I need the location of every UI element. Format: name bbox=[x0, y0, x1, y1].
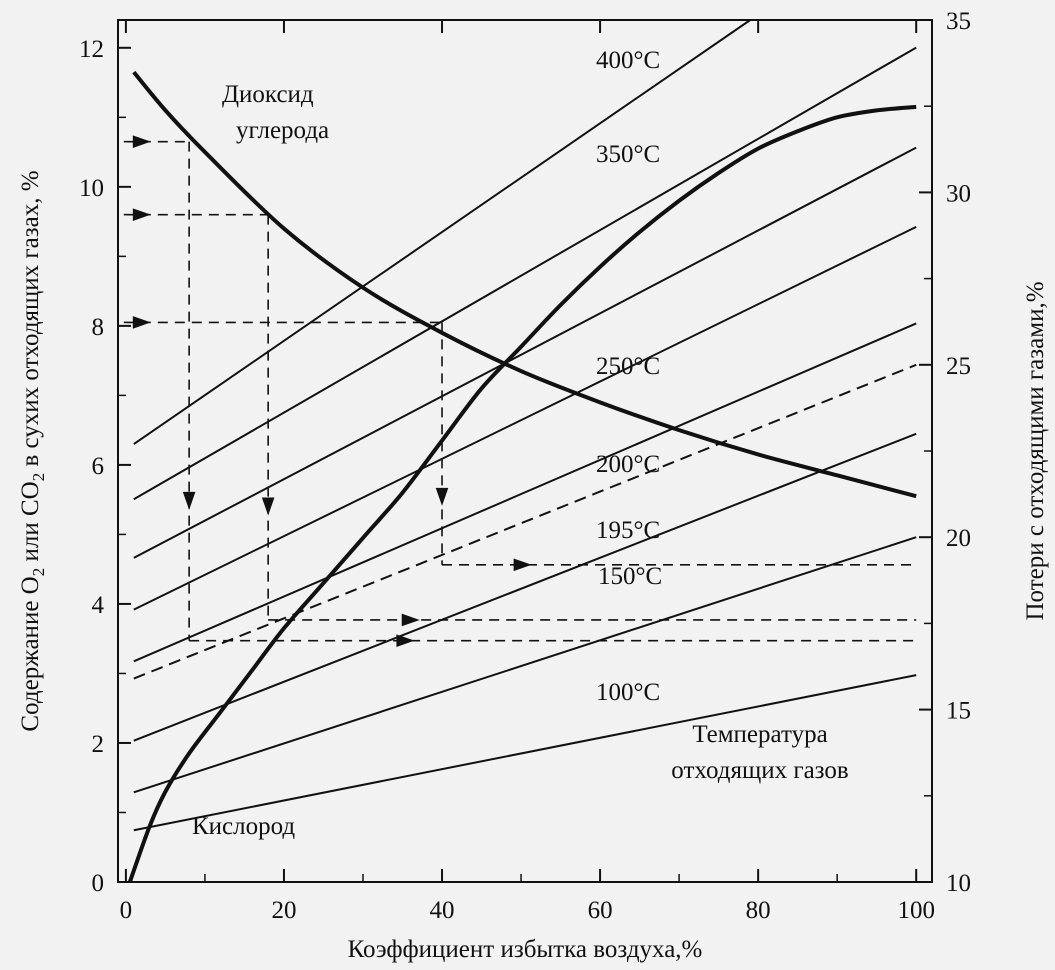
temperature-line bbox=[133, 19, 751, 445]
temperature-line bbox=[133, 536, 917, 794]
o2-label: Кислород bbox=[192, 813, 295, 840]
guide-arrow-out bbox=[513, 558, 532, 572]
y-right-axis-title: Потери с отходящими газами,% bbox=[1022, 281, 1049, 620]
guide-arrow-in bbox=[132, 208, 151, 221]
y-left-tick-label: 12 bbox=[79, 36, 104, 63]
o2-curve bbox=[127, 104, 917, 883]
y-left-axis-title: Содержание O2 или CO2 в сухих отходящих … bbox=[17, 170, 48, 731]
o2-co2-curves bbox=[127, 70, 917, 883]
guide-arrow-out bbox=[401, 613, 420, 627]
guide-lines bbox=[123, 135, 917, 647]
subscript: 2 bbox=[29, 473, 48, 482]
y-right-tick-label: 30 bbox=[946, 180, 971, 207]
co2-curve bbox=[132, 70, 917, 499]
temperature-label: 400°C bbox=[596, 47, 660, 74]
y-right-tick-label: 10 bbox=[946, 870, 971, 897]
y-left-tick-label: 0 bbox=[92, 870, 105, 897]
co2-label-line2: углерода bbox=[236, 117, 329, 144]
temperature-label: 150°C bbox=[598, 563, 662, 590]
axis-ticks bbox=[118, 19, 932, 883]
guide-arrow-in bbox=[132, 316, 151, 329]
guide-arrow-down bbox=[261, 497, 275, 516]
y-left-axis-title-part: Содержание O bbox=[17, 576, 44, 731]
y-left-tick-label: 8 bbox=[92, 314, 105, 341]
x-tick-label: 80 bbox=[746, 897, 771, 924]
y-right-tick-label: 35 bbox=[946, 8, 971, 35]
temperature-label: 200°C bbox=[596, 451, 660, 478]
y-right-tick-label: 25 bbox=[946, 353, 971, 380]
temperature-label: 100°C bbox=[596, 679, 660, 706]
x-axis-title: Коэффициент избытка воздуха,% bbox=[348, 936, 703, 963]
x-tick-label: 0 bbox=[120, 897, 133, 924]
y-right-tick-label: 20 bbox=[946, 525, 971, 552]
y-left-tick-label: 6 bbox=[92, 453, 105, 480]
temperature-title-line2: отходящих газов bbox=[671, 757, 848, 784]
temperature-title-line1: Температура bbox=[692, 721, 827, 748]
y-left-axis-title-part: или CO bbox=[17, 481, 44, 567]
temperature-line bbox=[133, 432, 917, 742]
y-left-tick-label: 2 bbox=[92, 731, 105, 758]
text-labels: 0 20 40 60 80 100 0 2 4 6 8 10 12 10 15 20 25 30 35 400°C 35… bbox=[17, 8, 1049, 963]
temperature-label: 350°C bbox=[596, 141, 660, 168]
temperature-line bbox=[133, 46, 917, 501]
subscript: 2 bbox=[29, 568, 48, 577]
x-tick-label: 60 bbox=[588, 897, 613, 924]
temperature-lines bbox=[133, 19, 917, 832]
temperature-line bbox=[133, 146, 917, 559]
co2-label-line1: Диоксид bbox=[222, 81, 314, 108]
temperature-line bbox=[133, 674, 917, 832]
y-left-tick-label: 10 bbox=[79, 175, 104, 202]
temperature-line bbox=[133, 225, 917, 611]
guide-arrow-down bbox=[182, 491, 196, 510]
temperature-line bbox=[133, 363, 917, 680]
guide-arrow-down bbox=[435, 487, 449, 506]
y-left-tick-label: 4 bbox=[92, 592, 105, 619]
x-tick-label: 20 bbox=[271, 897, 296, 924]
guide-arrow-in bbox=[132, 135, 151, 148]
temperature-label: 195°C bbox=[596, 517, 660, 544]
x-tick-label: 100 bbox=[897, 897, 935, 924]
temperature-label: 250°C bbox=[596, 353, 660, 380]
temperature-line bbox=[133, 322, 917, 663]
guide-arrow-out bbox=[396, 634, 415, 647]
y-right-tick-label: 15 bbox=[946, 698, 971, 725]
y-left-axis-title-part: в сухих отходящих газах, % bbox=[17, 170, 44, 472]
x-tick-label: 40 bbox=[430, 897, 455, 924]
